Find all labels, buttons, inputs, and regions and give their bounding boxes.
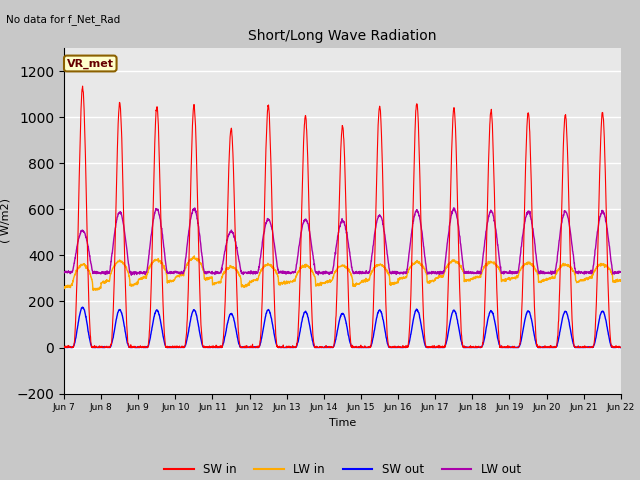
Y-axis label: ( W/m2): ( W/m2) [1, 198, 11, 243]
Text: VR_met: VR_met [67, 59, 114, 69]
X-axis label: Time: Time [329, 418, 356, 428]
Legend: SW in, LW in, SW out, LW out: SW in, LW in, SW out, LW out [159, 458, 525, 480]
Title: Short/Long Wave Radiation: Short/Long Wave Radiation [248, 29, 436, 43]
Text: No data for f_Net_Rad: No data for f_Net_Rad [6, 14, 121, 25]
